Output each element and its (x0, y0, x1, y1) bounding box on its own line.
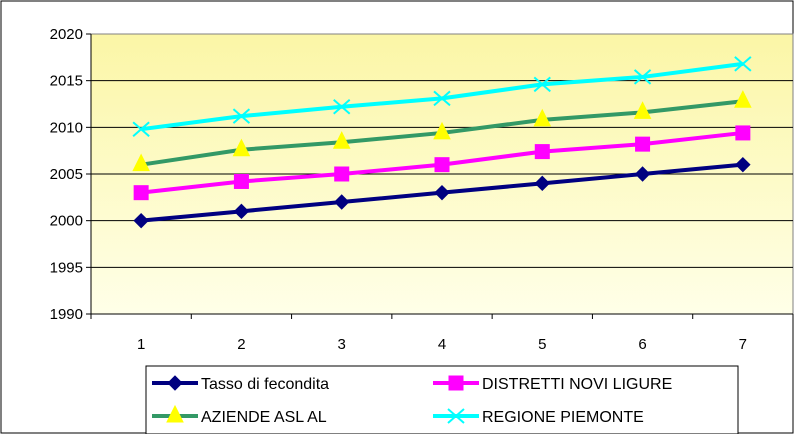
data-point (734, 90, 752, 108)
legend: Tasso di fecondita DISTRETTI NOVI LIGURE A… (145, 365, 739, 434)
y-tick-label: 1990 (50, 306, 83, 323)
data-point (633, 69, 652, 85)
data-point (434, 157, 450, 173)
data-point (533, 76, 551, 93)
data-point (133, 185, 149, 201)
legend-item: REGIONE PIEMONTE (433, 408, 644, 426)
legend-item: Tasso di fecondita (152, 375, 329, 393)
legend-label: REGIONE PIEMONTE (482, 409, 644, 426)
x-tick-label: 6 (638, 336, 646, 353)
data-point (232, 108, 251, 124)
legend-label: DISTRETTI NOVI LIGURE (482, 376, 672, 393)
x-tick-label: 1 (137, 336, 145, 353)
data-point (233, 173, 249, 189)
data-point (534, 175, 550, 192)
y-tick-label: 2005 (50, 166, 83, 183)
x-tick-label: 3 (338, 336, 346, 353)
data-point (433, 121, 451, 140)
data-point (132, 153, 150, 172)
data-point (133, 212, 149, 229)
x-tick-label: 5 (538, 336, 546, 353)
data-point (332, 131, 351, 149)
data-point (633, 101, 652, 119)
x-tick-label: 4 (438, 336, 446, 353)
series-2 (132, 90, 752, 172)
axes: 1990 1995 2000 2005 2010 2015 2020 1 2 3 4 5 6 7 (50, 26, 794, 353)
legend-item: AZIENDE ASL AL (152, 404, 327, 426)
legend-label: Tasso di fecondita (201, 376, 329, 393)
y-tick-label: 2020 (50, 26, 83, 43)
data-point (735, 156, 751, 173)
data-point (735, 125, 751, 141)
data-point (433, 90, 451, 107)
legend-marker (448, 375, 464, 391)
y-tick-label: 2010 (50, 119, 83, 136)
data-point (634, 166, 651, 182)
legend-item: DISTRETTI NOVI LIGURE (433, 375, 672, 393)
gridlines (91, 80, 793, 268)
legend-marker (167, 375, 183, 391)
series-1 (133, 125, 751, 201)
legend-marker (166, 404, 184, 423)
y-tick-label: 2015 (50, 73, 83, 90)
legend-marker (447, 408, 465, 424)
data-point (132, 121, 150, 137)
data-point (533, 108, 552, 127)
data-point (734, 56, 752, 72)
data-point (334, 166, 350, 182)
data-point (534, 144, 550, 160)
legend-label: AZIENDE ASL AL (201, 409, 327, 426)
y-tick-label: 1995 (50, 259, 83, 276)
data-point (333, 99, 351, 115)
data-point (635, 136, 651, 152)
series-layer (132, 56, 752, 229)
y-tick-label: 2000 (50, 213, 83, 230)
data-point (334, 194, 350, 210)
x-tick-label: 2 (237, 336, 245, 353)
series-3 (132, 56, 752, 137)
data-point (232, 138, 251, 157)
series-0 (133, 156, 751, 229)
data-point (434, 184, 450, 201)
legend-box (145, 365, 739, 434)
x-tick-label: 7 (739, 336, 747, 353)
data-point (233, 203, 250, 220)
